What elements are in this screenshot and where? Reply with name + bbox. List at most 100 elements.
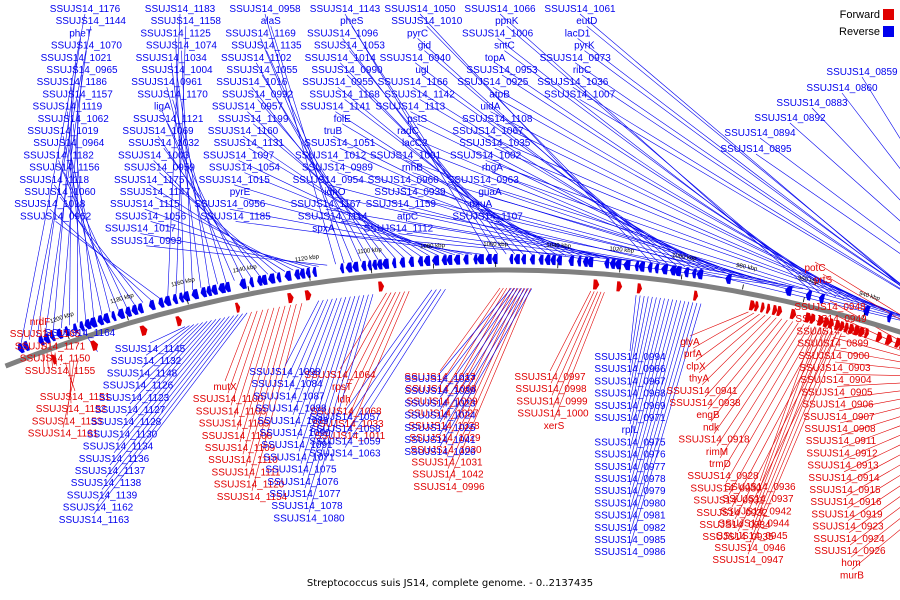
gene-label-forward: SSUJS14_0996 [413, 482, 485, 493]
leader-line [69, 87, 73, 326]
reverse-gene-arrow [818, 293, 826, 304]
gene-label-reverse: SSUJS14_0973 [540, 53, 612, 64]
gene-label-forward: SSUJS14_0911 [806, 436, 877, 447]
leader-line [861, 76, 900, 139]
leader-line [485, 160, 900, 316]
forward-gene-arrow [884, 334, 893, 346]
gene-label-reverse: lacD1 [565, 28, 591, 39]
gene-label-reverse: SSUJS14_1034 [136, 53, 208, 64]
gene-label-forward: clpX [686, 361, 706, 372]
leader-line [701, 316, 771, 386]
leader-line [811, 107, 900, 201]
kbp-tick [309, 275, 311, 281]
gene-label-reverse: SSUJS14_1159 [366, 199, 437, 210]
gene-label-forward: SSUJS14_0935 [702, 532, 774, 543]
kbp-tick-label: 1180 kbp [110, 293, 136, 306]
gene-label-reverse: SSUJS14_1001 [370, 150, 442, 161]
gene-label-reverse: SSUJS14_1074 [146, 41, 218, 52]
leader-line [579, 99, 900, 290]
gene-label-reverse: SSUJS14_1156 [29, 163, 100, 174]
leader-line [170, 62, 202, 288]
leader-line [64, 172, 127, 308]
gene-label-reverse: SSUJS14_1016 [216, 77, 288, 88]
leader-line [443, 287, 514, 420]
gene-label-forward: SSUJS14_0932 [696, 508, 768, 519]
leader-line [837, 390, 900, 399]
gene-label-reverse: SSUJS14_1091 [261, 440, 333, 451]
gene-label-forward: SSUJS14_1031 [411, 457, 483, 468]
forward-gene-arrow [838, 321, 845, 332]
leader-line [629, 296, 653, 400]
gene-label-forward: SSUJS14_0998 [515, 384, 587, 395]
leader-line [584, 50, 900, 284]
gene-label-reverse: SSUJS14_0969 [594, 401, 666, 412]
reverse-gene-arrow [312, 266, 318, 277]
gene-label-forward: ndk [703, 422, 720, 433]
gene-label-forward: SSUJS14_0997 [514, 372, 586, 383]
kbp-tick [862, 312, 866, 318]
leader-line [172, 99, 227, 283]
leader-line [581, 74, 900, 286]
gene-label-forward: xerS [544, 421, 565, 432]
gene-label-reverse: pyrC [407, 28, 428, 39]
reverse-gene-arrow [294, 269, 301, 280]
leader-line [586, 25, 900, 284]
gene-label-reverse: SSUJS14_1041 [404, 435, 476, 446]
gene-label-reverse: SSUJS14_0989 [302, 163, 374, 174]
leader-line [159, 172, 277, 274]
gene-label-forward: SSUJS14_0908 [804, 424, 876, 435]
leader-line [492, 172, 900, 316]
gene-label-forward: SSUJS14_0949 [795, 314, 867, 325]
gene-label-reverse: SSUJS14_0960 [368, 175, 440, 186]
gene-label-reverse: SSUJS14_1088 [255, 404, 327, 415]
gene-label-forward: SSUJS14_0941 [666, 386, 738, 397]
gene-label-reverse: SSUJS14_1056 [115, 211, 187, 222]
leader-line [341, 292, 392, 382]
reverse-gene-arrow [638, 261, 646, 272]
gene-label-reverse: SSUJS14_1026 [404, 447, 476, 458]
leader-line [704, 317, 777, 398]
leader-line [68, 148, 111, 313]
gene-label-reverse: SSUJS14_0994 [594, 352, 666, 363]
leader-line [242, 135, 421, 257]
leader-line [61, 74, 83, 329]
reverse-gene-arrow [577, 256, 582, 267]
gene-label-reverse: SSUJS14_0985 [594, 535, 666, 546]
gene-label-reverse: SSUJS14_1170 [137, 89, 208, 100]
gene-label-reverse: rnhB [402, 163, 423, 174]
gene-label-reverse: SSUJS14_1071 [263, 452, 335, 463]
genome-track [4, 254, 900, 369]
leader-line [145, 325, 190, 356]
reverse-gene-arrow [463, 254, 469, 265]
leader-line [439, 287, 516, 386]
leader-line [349, 291, 410, 431]
leader-line [261, 74, 379, 260]
forward-gene-arrow [759, 302, 765, 313]
gene-label-forward: SSUJS14_1027 [407, 409, 479, 420]
gene-label-reverse: SSUJS14_1147 [120, 187, 191, 198]
leader-line [339, 147, 584, 257]
gene-label-forward: rpsT [332, 382, 352, 393]
leader-line [553, 292, 605, 420]
gene-label-forward: SSUJS14_0946 [714, 543, 786, 554]
gene-label-reverse: gid [418, 41, 431, 52]
gene-label-reverse: SSUJS14_1158 [151, 16, 222, 27]
leader-line [629, 298, 665, 437]
kbp-tick-label: 1080 kbp [420, 243, 446, 250]
gene-label-forward: SSUJS14_1153 [32, 416, 103, 427]
legend-forward-swatch [883, 9, 894, 20]
gene-label-reverse: SSUJS14_1175 [114, 175, 185, 186]
leader-line [72, 123, 95, 318]
gene-label-forward: SSUJS14_0903 [799, 363, 871, 374]
leader-line [149, 184, 286, 272]
kbp-tick-label: 1040 kbp [546, 243, 572, 250]
kbp-tick-label: 1020 kbp [609, 246, 635, 254]
reverse-gene-arrow [683, 267, 690, 278]
gene-label-forward: SSUJS14_1150 [20, 354, 91, 365]
leader-line [181, 50, 193, 290]
legend: Forward Reverse [839, 6, 894, 40]
reverse-gene-arrow [276, 272, 282, 283]
gene-label-reverse: lacC2 [402, 138, 428, 149]
gene-label-reverse: SSUJS14_1075 [265, 465, 337, 476]
